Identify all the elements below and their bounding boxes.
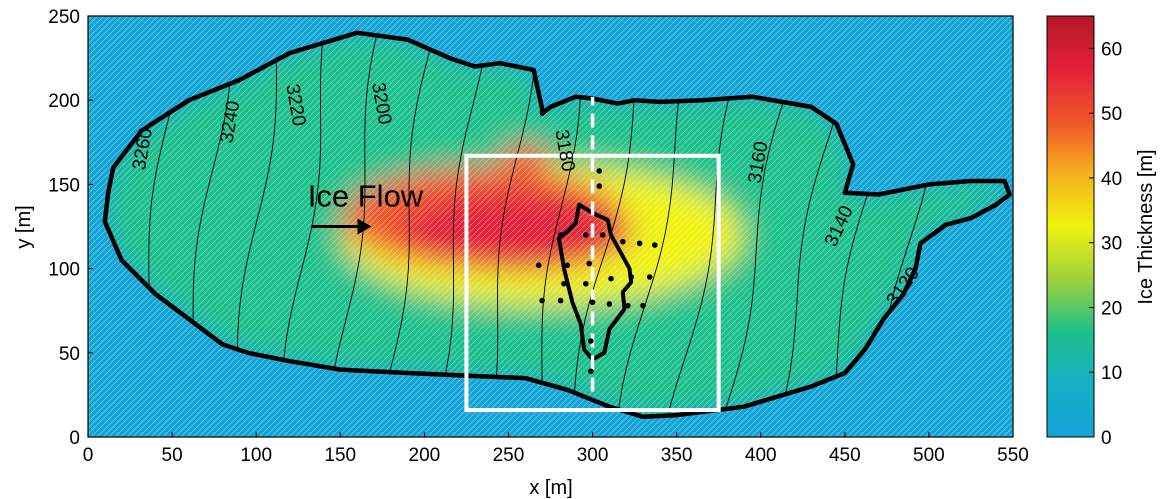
- station-point: [651, 242, 658, 248]
- glacier-outline: [102, 30, 1012, 420]
- station-point: [625, 302, 631, 309]
- station-point: [636, 240, 643, 247]
- colorbar-tick-label: 40: [1101, 169, 1122, 190]
- colorbar-ticks: 0 10 20 30 40 50 60: [1089, 39, 1122, 449]
- x-tick-label: 100: [240, 445, 272, 466]
- study-area-box: [464, 153, 721, 413]
- x-tick-label: 250: [493, 445, 525, 466]
- station-point: [596, 183, 603, 189]
- x-tick-label: 550: [997, 445, 1029, 466]
- station-point: [596, 168, 603, 174]
- station-point: [586, 260, 592, 267]
- outside-mesh-hatching: [88, 16, 1013, 437]
- station-point: [583, 232, 589, 238]
- y-tick-label: 250: [48, 7, 80, 28]
- station-point: [608, 275, 614, 282]
- y-tick-label: 200: [48, 91, 80, 112]
- y-tick-label: 100: [48, 260, 80, 281]
- station-point: [599, 232, 606, 238]
- contour-line: [377, 32, 435, 421]
- colorbar-tick-label: 20: [1101, 298, 1122, 319]
- station-point: [564, 262, 571, 269]
- x-tick-label: 500: [913, 445, 945, 466]
- colorbar: [1046, 15, 1095, 438]
- x-tick-label: 0: [83, 445, 94, 466]
- colorbar-tick-label: 10: [1101, 363, 1122, 384]
- colorbar-tick-label: 50: [1101, 104, 1122, 125]
- x-tick-label: 450: [829, 445, 861, 466]
- station-point: [561, 280, 567, 287]
- x-tick-label: 150: [324, 445, 356, 466]
- x-tick-label: 400: [745, 445, 777, 466]
- station-point: [628, 274, 635, 280]
- station-point: [646, 274, 653, 280]
- station-point: [640, 302, 646, 309]
- ice-flow-label: Ice Flow: [308, 178, 424, 213]
- y-axis-label: y [m]: [13, 205, 35, 248]
- station-point: [606, 301, 613, 307]
- x-axis-label: x [m]: [529, 477, 572, 499]
- y-tick-label: 150: [48, 175, 80, 196]
- station-point: [535, 262, 542, 269]
- station-point: [557, 297, 564, 304]
- x-tick-label: 350: [661, 445, 693, 466]
- x-axis: 0 50 100 150 200 250 300 350 400 450 500 550: [83, 432, 1029, 466]
- station-point: [583, 280, 589, 287]
- ice-flow-arrowhead: [357, 218, 372, 235]
- inner-outline: [556, 202, 634, 362]
- contour-line: [490, 32, 537, 421]
- y-axis: 0 50 100 150 200 250: [48, 7, 93, 449]
- x-tick-label: 300: [577, 445, 609, 466]
- colorbar-tick-label: 0: [1101, 428, 1112, 449]
- colorbar-label: Ice Thickness [m]: [1135, 149, 1157, 304]
- station-point: [539, 297, 545, 304]
- plot-frame: [87, 15, 1014, 438]
- x-tick-label: 200: [409, 445, 441, 466]
- station-point: [588, 338, 594, 344]
- y-tick-label: 50: [59, 344, 80, 365]
- colorbar-tick-label: 30: [1101, 234, 1122, 255]
- station-point: [588, 368, 594, 375]
- colorbar-tick-label: 60: [1101, 39, 1122, 60]
- station-point: [620, 238, 626, 245]
- contour-line: [434, 32, 489, 421]
- y-tick-label: 0: [69, 428, 80, 449]
- x-tick-label: 50: [162, 445, 183, 466]
- station-point: [557, 232, 564, 238]
- station-point: [589, 299, 596, 306]
